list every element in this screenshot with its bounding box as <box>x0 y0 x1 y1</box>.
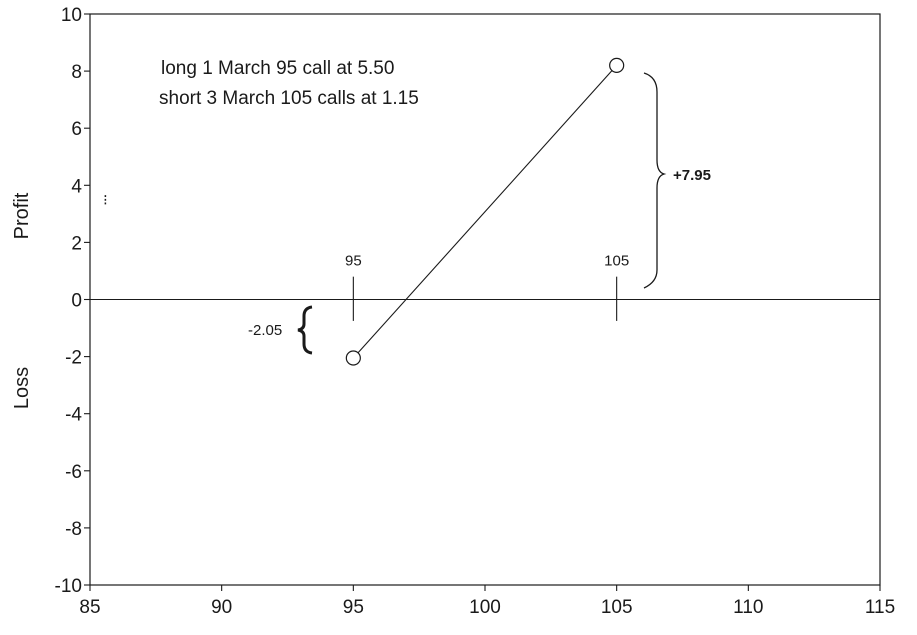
y-tick-label: -4 <box>65 405 82 426</box>
stray-mark: ⁝ <box>103 192 108 209</box>
y-tick-label: 0 <box>71 291 82 312</box>
y-tick-label: -8 <box>65 519 82 540</box>
position-note-short: short 3 March 105 calls at 1.15 <box>159 88 419 109</box>
x-tick-label: 85 <box>79 597 100 618</box>
payoff-line <box>352 65 618 359</box>
x-tick-label: 115 <box>865 597 895 618</box>
strike-label: 105 <box>604 253 629 270</box>
x-axis: 85 90 95 100 105 110 115 <box>79 585 895 618</box>
y-tick-label: 8 <box>71 62 82 83</box>
y-tick-label: -10 <box>55 576 82 597</box>
y-label-loss: Loss <box>11 367 33 409</box>
y-tick-label: 2 <box>71 233 82 254</box>
x-tick-label: 100 <box>469 597 501 618</box>
y-tick-label: -6 <box>65 462 82 483</box>
max-loss-label: -2.05 <box>248 322 282 339</box>
max-loss-brace <box>297 305 313 355</box>
payoff-point <box>345 350 361 366</box>
strike-markers: 95 105 <box>345 253 629 321</box>
y-tick-label: 10 <box>61 5 82 26</box>
position-note-long: long 1 March 95 call at 5.50 <box>161 58 394 79</box>
y-tick-label: 6 <box>71 119 82 140</box>
y-tick-label: 4 <box>71 176 82 197</box>
x-tick-label: 95 <box>343 597 364 618</box>
y-tick-label: -2 <box>65 348 82 369</box>
strike-label: 95 <box>345 253 362 270</box>
max-profit-brace <box>643 72 667 289</box>
x-tick-label: 90 <box>211 597 232 618</box>
payoff-point <box>609 57 625 73</box>
x-tick-label: 105 <box>601 597 633 618</box>
y-axis: 10 8 6 4 2 0 -2 -4 -6 -8 -10 <box>55 5 90 597</box>
x-tick-label: 110 <box>733 597 763 618</box>
max-profit-label: +7.95 <box>673 167 711 184</box>
payoff-series <box>345 57 625 366</box>
y-label-profit: Profit <box>11 192 33 239</box>
